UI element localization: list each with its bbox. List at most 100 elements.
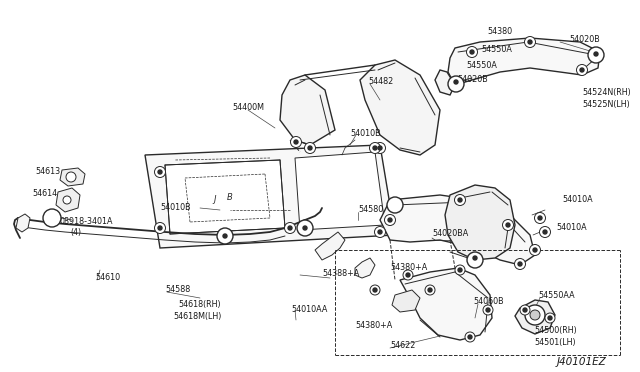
Circle shape — [591, 48, 602, 60]
Circle shape — [223, 234, 227, 238]
Text: 54380+A: 54380+A — [390, 263, 428, 273]
Polygon shape — [280, 75, 335, 145]
Polygon shape — [448, 38, 600, 85]
Text: 54380+A: 54380+A — [355, 321, 392, 330]
Circle shape — [458, 198, 462, 202]
Circle shape — [448, 76, 464, 92]
Circle shape — [454, 80, 458, 84]
Circle shape — [294, 140, 298, 144]
Circle shape — [543, 230, 547, 234]
Circle shape — [305, 142, 316, 154]
Text: 54580: 54580 — [358, 205, 383, 215]
Text: 54525N(LH): 54525N(LH) — [582, 100, 630, 109]
Text: 54610: 54610 — [95, 273, 120, 282]
Circle shape — [373, 288, 377, 292]
Text: 54550A: 54550A — [466, 61, 497, 70]
Circle shape — [525, 36, 536, 48]
Text: 54614: 54614 — [32, 189, 57, 199]
Circle shape — [403, 270, 413, 280]
Circle shape — [374, 142, 385, 154]
Text: 54010A: 54010A — [562, 196, 593, 205]
Text: 54020B: 54020B — [569, 35, 600, 45]
Circle shape — [451, 77, 461, 87]
Circle shape — [483, 305, 493, 315]
Text: 54060B: 54060B — [473, 298, 504, 307]
Circle shape — [506, 223, 510, 227]
Circle shape — [502, 219, 513, 231]
Polygon shape — [435, 70, 455, 95]
Circle shape — [577, 64, 588, 76]
Text: 54524N(RH): 54524N(RH) — [582, 89, 631, 97]
Circle shape — [63, 196, 71, 204]
Circle shape — [465, 332, 475, 342]
Circle shape — [297, 220, 313, 236]
Circle shape — [468, 335, 472, 339]
Circle shape — [528, 40, 532, 44]
Circle shape — [369, 142, 381, 154]
Text: 08918-3401A: 08918-3401A — [60, 218, 113, 227]
Circle shape — [548, 316, 552, 320]
Circle shape — [158, 226, 162, 230]
Circle shape — [588, 47, 604, 63]
Polygon shape — [145, 145, 395, 248]
Circle shape — [540, 227, 550, 237]
Text: 54380: 54380 — [488, 28, 513, 36]
Text: B: B — [227, 192, 233, 202]
Circle shape — [308, 146, 312, 150]
Circle shape — [288, 226, 292, 230]
Polygon shape — [315, 232, 345, 260]
Polygon shape — [400, 268, 492, 340]
Circle shape — [285, 222, 296, 234]
Text: N: N — [48, 214, 56, 222]
Text: 54613: 54613 — [35, 167, 60, 176]
Polygon shape — [360, 60, 440, 155]
Text: (4): (4) — [70, 228, 81, 237]
Text: J40101EZ: J40101EZ — [557, 357, 607, 367]
Circle shape — [154, 222, 166, 234]
Polygon shape — [16, 214, 30, 232]
Circle shape — [525, 305, 545, 325]
Text: 54618M(LH): 54618M(LH) — [173, 312, 221, 321]
Text: 54550A: 54550A — [481, 45, 512, 55]
Circle shape — [545, 313, 555, 323]
Circle shape — [538, 216, 542, 220]
Circle shape — [428, 288, 432, 292]
Circle shape — [533, 248, 537, 252]
Circle shape — [43, 209, 61, 227]
Text: 54010B: 54010B — [350, 128, 381, 138]
Text: 54020B: 54020B — [457, 76, 488, 84]
Circle shape — [454, 195, 465, 205]
Circle shape — [217, 228, 233, 244]
Polygon shape — [445, 185, 515, 260]
Circle shape — [388, 218, 392, 222]
Circle shape — [594, 52, 598, 56]
Polygon shape — [165, 160, 285, 234]
Circle shape — [473, 256, 477, 260]
Circle shape — [374, 227, 385, 237]
Text: 54588: 54588 — [165, 285, 190, 295]
Circle shape — [523, 308, 527, 312]
Circle shape — [66, 172, 76, 182]
Circle shape — [520, 305, 530, 315]
Text: 54400M: 54400M — [232, 103, 264, 112]
Text: 54020BA: 54020BA — [432, 228, 468, 237]
Circle shape — [455, 265, 465, 275]
Circle shape — [529, 244, 541, 256]
Circle shape — [406, 273, 410, 277]
Circle shape — [370, 285, 380, 295]
Circle shape — [515, 259, 525, 269]
Text: 54500(RH): 54500(RH) — [534, 326, 577, 334]
Text: 54482: 54482 — [368, 77, 393, 87]
Text: 54010AA: 54010AA — [291, 305, 328, 314]
Text: 54388+A: 54388+A — [322, 269, 359, 278]
Circle shape — [378, 230, 382, 234]
Polygon shape — [515, 300, 555, 334]
Text: 54010A: 54010A — [556, 224, 587, 232]
Circle shape — [458, 268, 462, 272]
Text: 54622: 54622 — [390, 340, 415, 350]
Circle shape — [425, 285, 435, 295]
Circle shape — [486, 308, 490, 312]
Text: 54501(LH): 54501(LH) — [534, 339, 575, 347]
Text: 54010B: 54010B — [160, 203, 191, 212]
Circle shape — [158, 170, 162, 174]
